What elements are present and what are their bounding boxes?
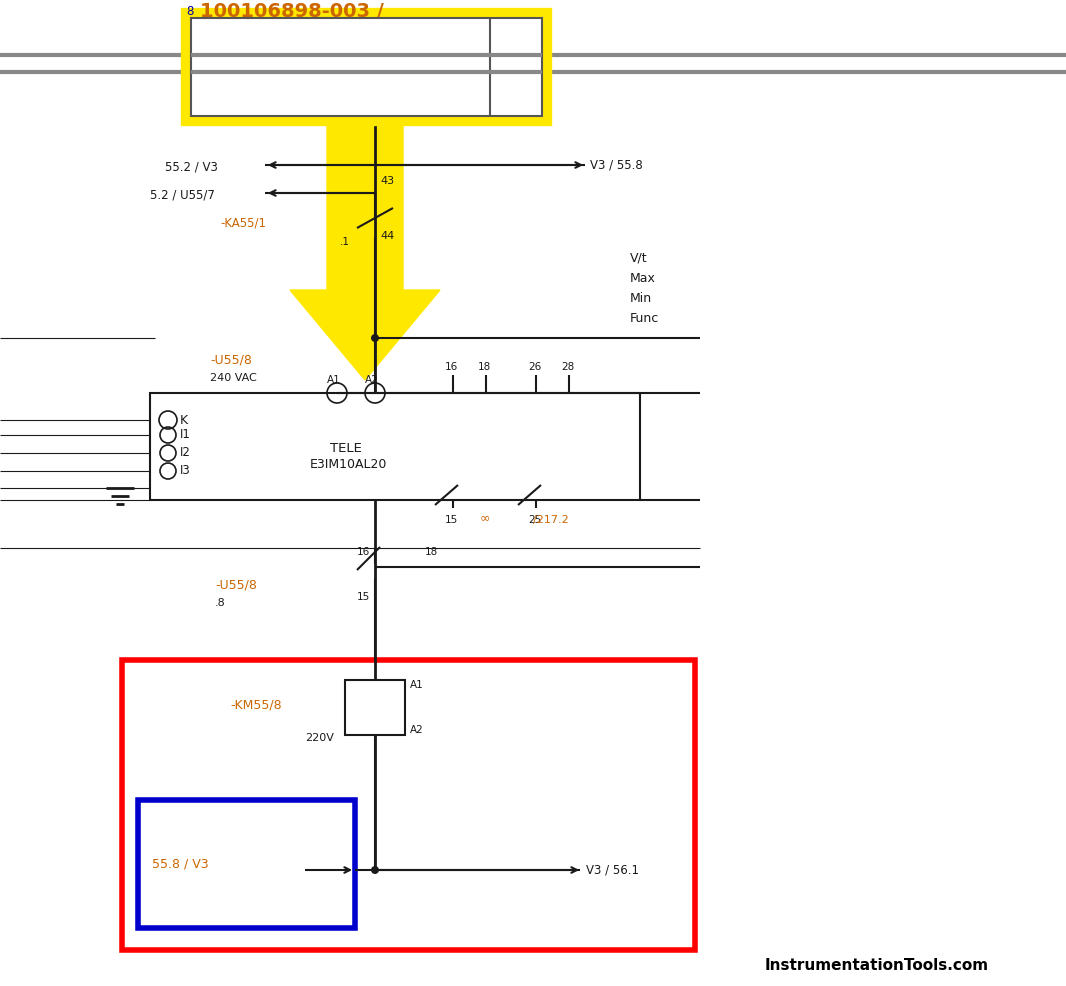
Circle shape: [371, 866, 379, 874]
Text: -U55/8: -U55/8: [210, 354, 252, 367]
Text: I1: I1: [180, 429, 191, 442]
Text: 43: 43: [379, 176, 394, 186]
Text: E3IM10AL20: E3IM10AL20: [310, 458, 387, 471]
Text: 44: 44: [379, 231, 394, 241]
Text: 5.2 / U55/7: 5.2 / U55/7: [150, 188, 215, 201]
Text: 8: 8: [187, 5, 194, 18]
Text: -KA55/1: -KA55/1: [220, 217, 266, 230]
Circle shape: [371, 334, 379, 342]
Text: 18: 18: [478, 362, 491, 372]
Bar: [345, 680, 405, 735]
Text: 16: 16: [357, 547, 370, 557]
Text: /217.2: /217.2: [533, 515, 569, 525]
Text: .1: .1: [340, 237, 350, 247]
Text: 8: 8: [425, 76, 433, 89]
Text: -KM55/8: -KM55/8: [230, 698, 281, 712]
Text: V3 / 56.1: V3 / 56.1: [586, 864, 639, 877]
Text: InstrumentationTools.com: InstrumentationTools.com: [765, 957, 989, 972]
Text: Func: Func: [630, 312, 659, 324]
Text: -U55/8: -U55/8: [215, 579, 257, 592]
Text: Max: Max: [630, 271, 656, 285]
Bar: [191, 18, 542, 116]
Text: 18: 18: [425, 547, 438, 557]
Bar: [150, 393, 640, 500]
Text: K: K: [180, 413, 188, 427]
Text: A1: A1: [327, 375, 341, 385]
Text: A2: A2: [365, 375, 378, 385]
Text: 15: 15: [445, 515, 458, 525]
Text: ∞: ∞: [480, 512, 490, 525]
Bar: [122, 660, 695, 950]
Text: 240 VAC: 240 VAC: [210, 373, 257, 383]
Polygon shape: [185, 12, 548, 122]
Text: TELE: TELE: [330, 442, 361, 455]
Text: A1: A1: [410, 680, 424, 690]
Text: 26: 26: [528, 362, 542, 372]
Bar: [138, 800, 355, 928]
Polygon shape: [290, 122, 440, 380]
Text: 100106898-003 /: 100106898-003 /: [200, 2, 390, 21]
Text: 25: 25: [528, 515, 542, 525]
Text: .8: .8: [215, 598, 226, 608]
Text: 55.8 / V3: 55.8 / V3: [152, 858, 209, 871]
Text: I3: I3: [180, 464, 191, 477]
Text: 55.2 / V3: 55.2 / V3: [165, 161, 217, 174]
Text: 220V: 220V: [305, 733, 334, 743]
Text: V3 / 55.8: V3 / 55.8: [589, 159, 643, 172]
Text: A2: A2: [410, 725, 424, 735]
Text: 28: 28: [561, 362, 575, 372]
Text: I2: I2: [180, 447, 191, 459]
Text: 15: 15: [357, 592, 370, 602]
Text: Min: Min: [630, 292, 652, 305]
Text: V/t: V/t: [630, 251, 648, 264]
Text: 16: 16: [445, 362, 458, 372]
